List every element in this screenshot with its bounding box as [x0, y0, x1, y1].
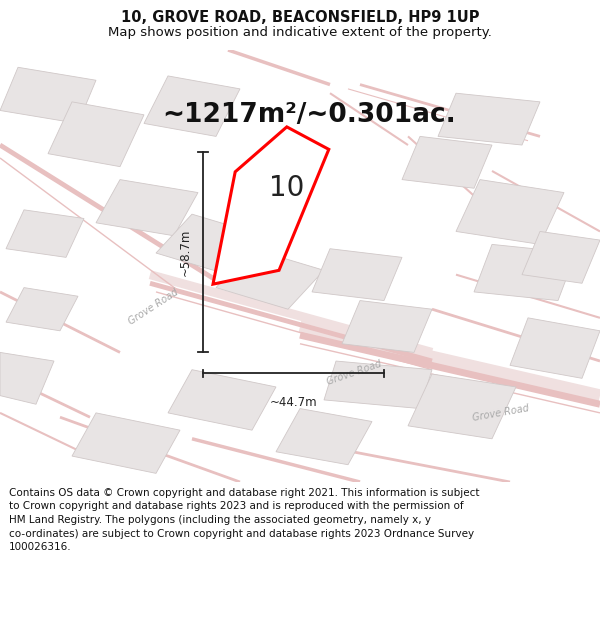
Polygon shape: [0, 352, 54, 404]
Text: Map shows position and indicative extent of the property.: Map shows position and indicative extent…: [108, 26, 492, 39]
Text: ~58.7m: ~58.7m: [178, 229, 191, 276]
Polygon shape: [216, 249, 324, 309]
Text: 10: 10: [269, 174, 304, 201]
Polygon shape: [72, 413, 180, 473]
Polygon shape: [402, 136, 492, 188]
Polygon shape: [48, 102, 144, 167]
Polygon shape: [156, 214, 264, 274]
Polygon shape: [438, 93, 540, 145]
Text: 10, GROVE ROAD, BEACONSFIELD, HP9 1UP: 10, GROVE ROAD, BEACONSFIELD, HP9 1UP: [121, 10, 479, 25]
Polygon shape: [6, 288, 78, 331]
Polygon shape: [456, 179, 564, 244]
Text: Grove Road: Grove Road: [472, 403, 530, 422]
Polygon shape: [522, 231, 600, 283]
Polygon shape: [96, 179, 198, 236]
Polygon shape: [0, 68, 96, 124]
Polygon shape: [144, 76, 240, 136]
Text: Contains OS data © Crown copyright and database right 2021. This information is : Contains OS data © Crown copyright and d…: [9, 488, 479, 552]
Polygon shape: [213, 127, 329, 284]
Polygon shape: [276, 409, 372, 465]
Polygon shape: [312, 249, 402, 301]
Polygon shape: [342, 301, 432, 352]
Text: Grove Road: Grove Road: [325, 359, 383, 388]
Polygon shape: [510, 318, 600, 378]
Text: Grove Road: Grove Road: [126, 288, 180, 327]
Polygon shape: [324, 361, 432, 409]
Polygon shape: [168, 369, 276, 430]
Polygon shape: [6, 210, 84, 258]
Polygon shape: [408, 374, 516, 439]
Text: ~44.7m: ~44.7m: [269, 396, 317, 409]
Polygon shape: [474, 244, 576, 301]
Text: ~1217m²/~0.301ac.: ~1217m²/~0.301ac.: [162, 102, 456, 127]
